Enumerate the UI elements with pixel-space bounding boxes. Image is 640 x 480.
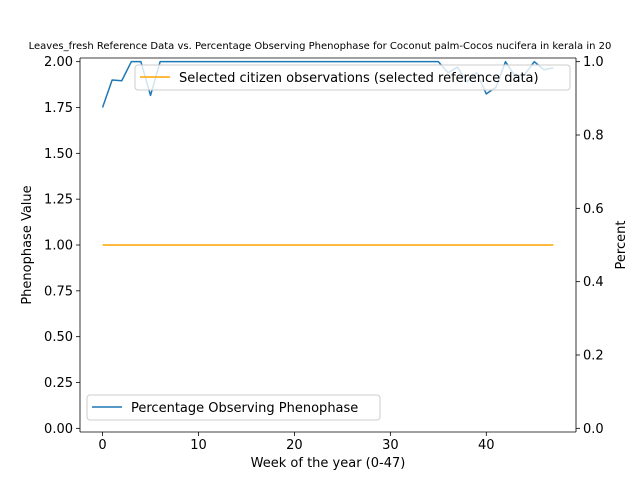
y-left-tick-label: 1.50	[44, 147, 73, 162]
y-right-tick-label: 1.0	[583, 55, 604, 70]
legend-reference-box	[134, 64, 571, 91]
y-left-tick-label: 0.75	[44, 284, 73, 299]
y-right-tick-label: 0.4	[583, 275, 604, 290]
y-left-tick-label: 2.00	[44, 55, 73, 70]
x-axis-label: Week of the year (0-47)	[251, 456, 406, 471]
legend-percentage-box	[86, 394, 381, 421]
x-tick-label: 10	[190, 438, 207, 453]
x-tick-label: 30	[382, 438, 399, 453]
y-axis-right-label: Percent	[614, 221, 629, 270]
x-tick-label: 0	[98, 438, 106, 453]
legend-percentage-label: Percentage Observing Phenophase	[131, 401, 358, 416]
x-tick-label: 40	[478, 438, 495, 453]
y-left-tick-label: 0.25	[44, 376, 73, 391]
y-right-tick-label: 0.0	[583, 422, 604, 437]
y-left-tick-label: 1.25	[44, 193, 73, 208]
y-right-tick-label: 0.2	[583, 349, 604, 364]
legend-reference-label: Selected citizen observations (selected …	[179, 71, 539, 86]
y-left-tick-label: 1.00	[44, 239, 73, 254]
chart-title: Leaves_fresh Reference Data vs. Percenta…	[29, 41, 612, 52]
x-tick-label: 20	[286, 438, 303, 453]
y-left-tick-label: 0.00	[44, 422, 73, 437]
y-left-tick-label: 1.75	[44, 101, 73, 116]
y-left-tick-label: 0.50	[44, 330, 73, 345]
y-right-tick-label: 0.6	[583, 202, 604, 217]
y-axis-left-label: Phenophase Value	[20, 185, 35, 304]
y-right-tick-label: 0.8	[583, 129, 604, 144]
